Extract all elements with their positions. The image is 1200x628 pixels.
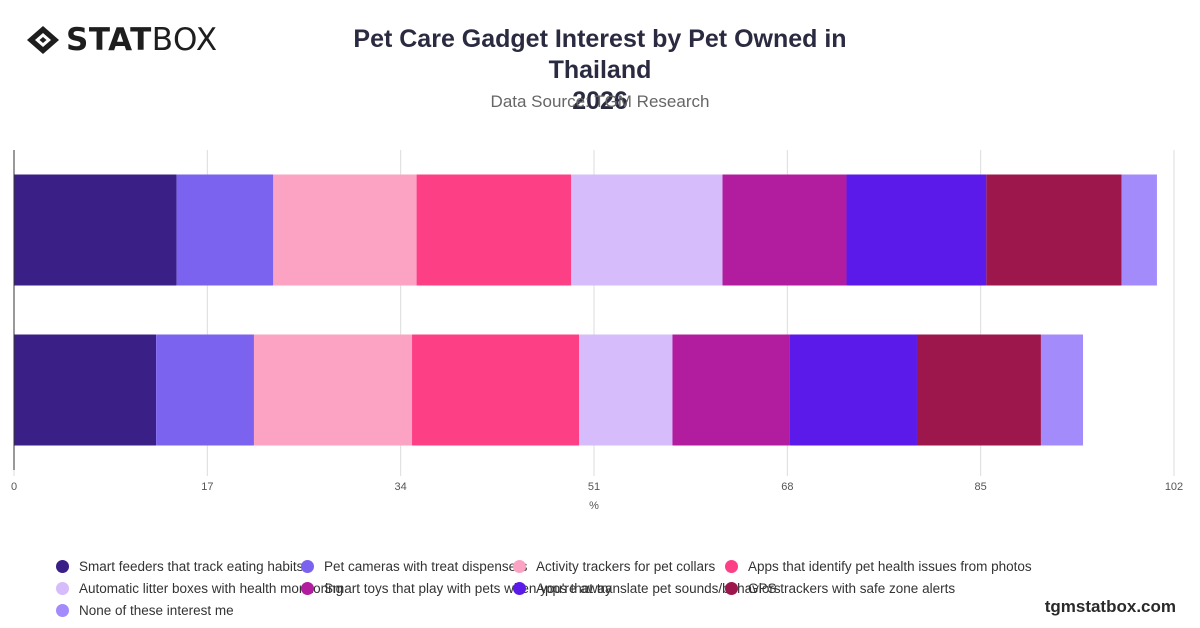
legend-label: Pet cameras with treat dispensers [324, 558, 528, 574]
statbox-logo: STATBOX [26, 22, 218, 58]
legend-label: Automatic litter boxes with health monit… [79, 580, 344, 596]
bar-segment [14, 334, 157, 446]
chart-title-line2: 2026 [572, 87, 628, 115]
x-tick-label: 85 [975, 481, 987, 493]
legend-label: Activity trackers for pet collars [536, 558, 716, 574]
legend-item[interactable]: None of these interest me [56, 602, 301, 618]
bar-segment [672, 334, 790, 446]
legend-item[interactable]: Automatic litter boxes with health monit… [56, 580, 343, 596]
bar-segment [273, 174, 417, 286]
legend-swatch [513, 559, 526, 573]
bar-segment [1040, 334, 1084, 446]
stacked-bar-chart: 0 17 34 51 68 85 102% [11, 150, 1183, 512]
watermark: tgmstatbox.com [1044, 597, 1176, 616]
bar-segment [846, 174, 987, 286]
legend-label: Apps that translate pet sounds/behaviors [536, 580, 781, 596]
legend-item[interactable]: Smart feeders that track eating habits [56, 558, 304, 574]
bar-segment [916, 334, 1041, 446]
bar-segment [579, 334, 673, 446]
legend-label: Smart toys that play with pets when you'… [324, 580, 612, 596]
legend-swatch [725, 581, 738, 595]
legend-swatch [56, 559, 69, 573]
legend-swatch [56, 581, 69, 595]
legend-label: Apps that identify pet health issues fro… [748, 558, 1032, 574]
bar-segment [1121, 174, 1157, 286]
bar-segment [156, 334, 254, 446]
legend-item[interactable]: Apps that translate pet sounds/behaviors [513, 580, 781, 596]
x-axis-label: % [589, 500, 599, 512]
x-tick-label: 68 [781, 481, 793, 493]
legend-label: Smart feeders that track eating habits [79, 558, 304, 574]
legend-swatch [725, 559, 738, 573]
bar-segment [986, 174, 1122, 286]
legend-swatch [301, 559, 314, 573]
legend-label: GPS trackers with safe zone alerts [748, 580, 956, 596]
bar-segment [176, 174, 274, 286]
x-tick-label: 17 [201, 481, 213, 493]
legend-swatch [513, 581, 526, 595]
bar-segment [14, 174, 177, 286]
bar-segment [416, 174, 572, 286]
logo-wordmark: STATBOX [66, 21, 218, 58]
bar-segment [571, 174, 723, 286]
diamond-logo-icon [27, 26, 59, 54]
legend-item[interactable]: Apps that identify pet health issues fro… [725, 558, 1032, 574]
legend-label: None of these interest me [79, 602, 234, 618]
legend-item[interactable]: GPS trackers with safe zone alerts [725, 580, 1025, 596]
legend-item[interactable]: Smart toys that play with pets when you'… [301, 580, 612, 596]
legend-item[interactable]: Activity trackers for pet collars [513, 558, 725, 574]
bar-segment [722, 174, 847, 286]
bar-segment [253, 334, 413, 446]
x-tick-label: 51 [588, 481, 600, 493]
x-tick-label: 34 [395, 481, 407, 493]
x-tick-label: 102 [1165, 481, 1183, 493]
x-tick-label: 0 [11, 481, 17, 493]
bar-segment [412, 334, 580, 446]
chart-title-line1: Pet Care Gadget Interest by Pet Owned in… [353, 25, 847, 84]
legend-swatch [56, 603, 69, 617]
bar-segment [789, 334, 917, 446]
chart-subtitle: Data Source: TGM Research [490, 92, 710, 111]
chart-legend: Smart feeders that track eating habits Pe… [56, 558, 1156, 618]
legend-item[interactable]: Pet cameras with treat dispensers [301, 558, 527, 574]
legend-swatch [301, 581, 314, 595]
chart-title: Pet Care Gadget Interest by Pet Owned in… [300, 24, 900, 117]
